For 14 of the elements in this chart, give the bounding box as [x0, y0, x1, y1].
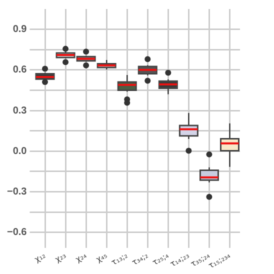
- x-tick-label: χ₂₄: [74, 250, 88, 264]
- y-tick-label: 0.6: [12, 64, 28, 76]
- x-tick-label: τ₁₄;₂₃: [168, 250, 191, 269]
- y-tick-label: −0.3: [6, 186, 28, 198]
- x-tick-label: τ₂₅;₄: [150, 250, 170, 268]
- x-tick-label: χ₄₅: [94, 250, 109, 264]
- y-tick-label: 0.0: [12, 146, 28, 157]
- x-tick-label: τ₃₄;₂: [130, 250, 150, 268]
- x-tick-label: χ₂₃: [54, 250, 68, 264]
- y-tick-label: 0.3: [12, 105, 28, 116]
- x-tick-label: τ₁₃;₂: [110, 250, 130, 268]
- y-tick-label: 0.9: [12, 24, 28, 36]
- y-tick-label: −0.6: [6, 227, 28, 238]
- x-tick-label: χ₁₂: [32, 250, 48, 264]
